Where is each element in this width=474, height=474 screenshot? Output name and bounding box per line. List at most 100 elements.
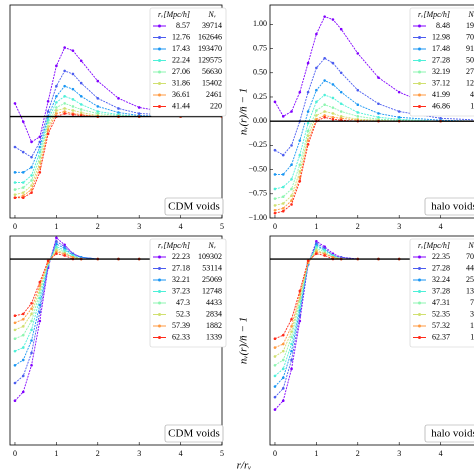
data-point	[323, 254, 326, 257]
data-point	[13, 328, 17, 332]
data-point	[281, 376, 285, 379]
x-tick-label: 0	[13, 222, 17, 231]
legend-marker	[418, 290, 421, 293]
legend-count: 2834	[206, 309, 222, 318]
data-point	[298, 289, 302, 293]
legend-label: 46.86	[432, 101, 450, 110]
x-tick-label: 2	[96, 222, 100, 231]
data-point	[30, 165, 33, 169]
data-point	[13, 381, 17, 385]
data-point	[306, 90, 310, 94]
legend-count: 2777	[466, 67, 474, 76]
data-point	[356, 111, 360, 114]
series-line	[274, 111, 474, 206]
x-tick-label: 4	[439, 449, 443, 458]
data-point	[46, 125, 50, 129]
legend-label: 41.44	[172, 101, 190, 110]
legend-marker	[418, 47, 421, 51]
legend-box	[149, 238, 227, 348]
data-point	[306, 121, 310, 125]
data-point	[63, 46, 66, 49]
data-point	[339, 110, 343, 113]
data-point	[315, 109, 318, 112]
data-point	[273, 208, 277, 212]
data-point	[79, 59, 83, 63]
data-point	[273, 408, 277, 411]
data-point	[339, 27, 343, 31]
data-point	[290, 177, 293, 181]
data-point	[331, 18, 335, 21]
data-point	[356, 103, 360, 107]
data-point	[21, 374, 25, 378]
data-point	[63, 102, 66, 105]
data-point	[281, 115, 285, 118]
x-tick-label: 4	[439, 222, 443, 231]
data-point	[30, 351, 33, 355]
panel: 012345nᵥ(r)/n̄ − 1rᵥ[Mpc/h]Nᵥ22.35703727…	[238, 235, 474, 458]
data-point	[13, 337, 17, 341]
data-point	[306, 143, 310, 146]
data-point	[63, 84, 66, 88]
data-point	[331, 106, 335, 109]
data-point	[339, 115, 343, 118]
data-point	[117, 97, 120, 100]
y-tick-label: −0.75	[248, 189, 267, 198]
data-point	[281, 173, 285, 176]
y-tick-label: −1.00	[248, 213, 267, 222]
data-point	[377, 76, 380, 79]
data-point	[38, 291, 42, 294]
data-point	[38, 319, 42, 323]
data-point	[55, 252, 58, 256]
legend-marker	[418, 255, 421, 259]
data-point	[21, 191, 25, 194]
data-point	[290, 187, 293, 191]
data-point	[46, 259, 50, 263]
series-line	[14, 85, 222, 173]
legend-header: rᵥ[Mpc/h]	[418, 10, 450, 19]
data-point	[21, 333, 25, 337]
data-point	[55, 94, 58, 98]
data-point	[38, 145, 42, 149]
legend-label: 32.21	[172, 275, 190, 284]
legend-count: 116	[470, 101, 474, 110]
legend-label: 12.76	[172, 32, 190, 41]
legend-marker	[418, 82, 421, 85]
data-point	[38, 287, 42, 291]
data-point	[298, 90, 302, 94]
data-point	[30, 179, 33, 182]
x-tick-label: 5	[220, 222, 224, 231]
data-point	[273, 355, 277, 358]
data-point	[55, 84, 58, 88]
data-point	[13, 321, 17, 325]
legend-label: 17.43	[172, 44, 190, 53]
x-tick-label: 1	[314, 222, 318, 231]
data-point	[281, 367, 285, 371]
panel: 0123451.000.750.500.250.00−0.25−0.50−0.7…	[238, 4, 474, 231]
data-point	[273, 337, 277, 341]
data-point	[63, 254, 66, 257]
data-point	[323, 15, 326, 18]
data-point	[323, 110, 326, 113]
legend-marker	[418, 336, 421, 339]
legend-count: 197	[470, 321, 474, 330]
legend-count: 220	[210, 101, 222, 110]
legend-count: 438	[470, 90, 474, 99]
data-point	[298, 170, 302, 173]
legend-marker	[418, 267, 421, 270]
data-point	[331, 116, 335, 119]
data-point	[71, 87, 75, 91]
data-point	[55, 240, 58, 243]
legend-count: 39714	[202, 21, 222, 30]
data-point	[273, 100, 277, 104]
legend-label: 62.33	[172, 332, 190, 341]
data-point	[137, 112, 141, 115]
data-point	[339, 90, 343, 94]
legend-label: 8.57	[176, 21, 190, 30]
data-point	[273, 374, 277, 378]
x-tick-label: 3	[137, 222, 141, 231]
series-line	[274, 104, 474, 200]
data-point	[281, 209, 285, 213]
legend-count: 162646	[198, 32, 222, 41]
data-point	[281, 399, 285, 403]
legend-marker	[418, 105, 421, 108]
